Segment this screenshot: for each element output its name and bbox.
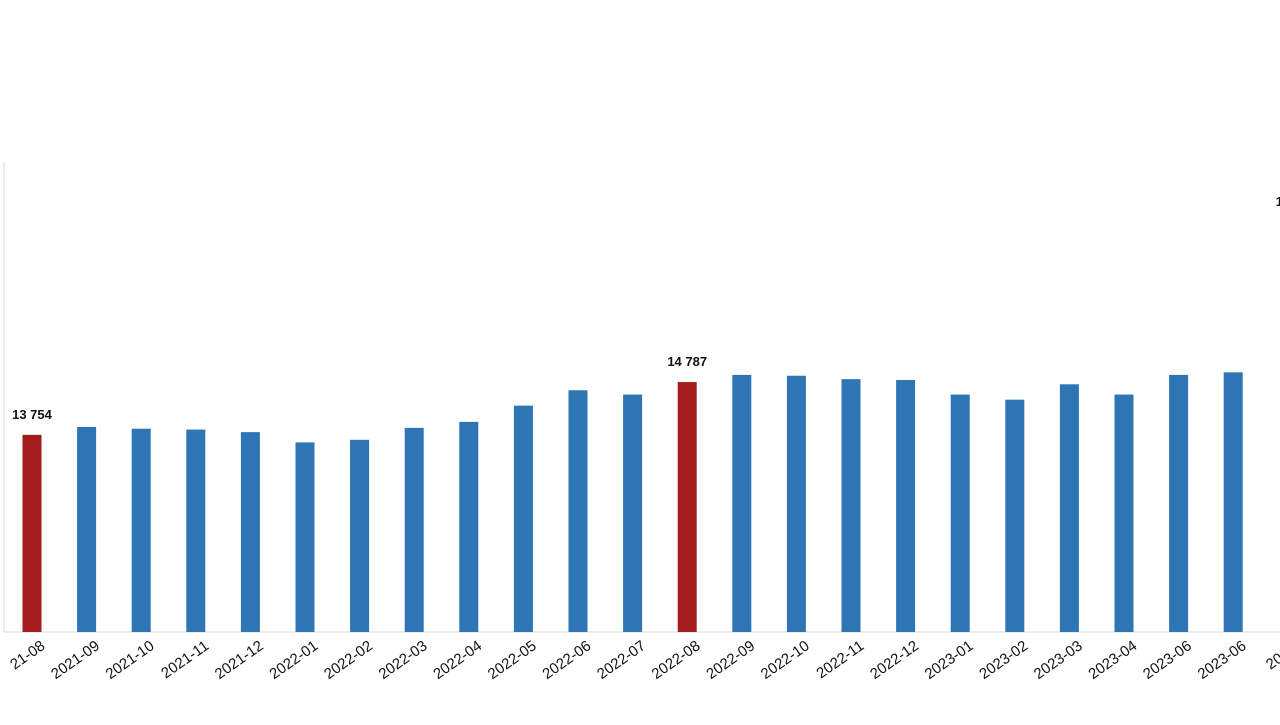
bar-2023-04 [1115,395,1134,632]
x-tick-label-2022-06: 2022-06 [539,637,594,683]
bar-2022-06 [569,390,588,632]
bar-2022-10 [787,376,806,632]
x-tick-label-2021-10: 2021-10 [103,637,158,683]
data-label-2022-08: 14 787 [667,354,707,369]
bar-2021-08 [23,435,42,632]
bar-2023-01 [951,395,970,632]
bar-2023-06 [1224,372,1243,632]
bar-2022-11 [842,379,861,632]
bar-2021-12 [241,432,260,632]
bar-2022-07 [623,395,642,632]
x-tick-label-2022-07: 2022-07 [594,637,649,683]
data-label-2023-07: 15 [1276,194,1280,209]
bar-2023-05 [1169,375,1188,632]
x-tick-label-2022-04: 2022-04 [430,637,485,683]
x-tick-label-2022-08: 2022-08 [649,637,704,683]
x-tick-label-2022-12: 2022-12 [867,637,922,683]
bar-2021-09 [77,427,96,632]
x-tick-label-2023-04: 2023-04 [1085,637,1140,683]
x-tick-label-2022-02: 2022-02 [321,637,376,683]
bar-2022-03 [405,428,424,632]
x-tick-label-2021-11: 2021-11 [158,637,212,682]
bar-2022-12 [896,380,915,632]
x-tick-label-2023-05: 2023-06 [1140,637,1195,683]
x-tick-label-2023-02: 2023-02 [976,637,1031,683]
x-tick-label-2023-03: 2023-03 [1031,637,1086,683]
x-tick-label-2022-10: 2022-10 [758,637,813,683]
bar-2022-09 [732,375,751,632]
bar-2021-11 [186,430,205,632]
bars-layer [23,222,1280,632]
bar-2022-05 [514,406,533,632]
x-tick-label-2022-11: 2022-11 [813,637,867,682]
bar-2022-04 [459,422,478,632]
bar-2023-02 [1005,400,1024,632]
x-tick-label-2021-12: 2021-12 [212,637,267,683]
x-tick-label-2023-01: 2023-01 [922,637,977,683]
x-tick-label-2022-03: 2022-03 [376,637,431,683]
x-tick-label-2021-09: 2021-09 [48,637,103,683]
bar-2021-10 [132,429,151,632]
bar-2022-08 [678,382,697,632]
x-tick-label-2022-09: 2022-09 [703,637,758,683]
x-tick-label-2023-06: 2023-06 [1195,637,1250,683]
x-tick-label-2022-01: 2022-01 [266,637,321,683]
bar-2023-03 [1060,384,1079,632]
x-tick-label-2021-08: 21-08 [7,637,48,673]
x-tick-label-2023-07: 2023- [1263,637,1280,673]
bar-2022-02 [350,440,369,632]
bar-2022-01 [296,442,315,632]
data-labels-layer: 13 754 14 787 15 [12,194,1280,422]
data-label-2021-08: 13 754 [12,407,53,422]
x-tick-label-2022-05: 2022-05 [485,637,540,683]
